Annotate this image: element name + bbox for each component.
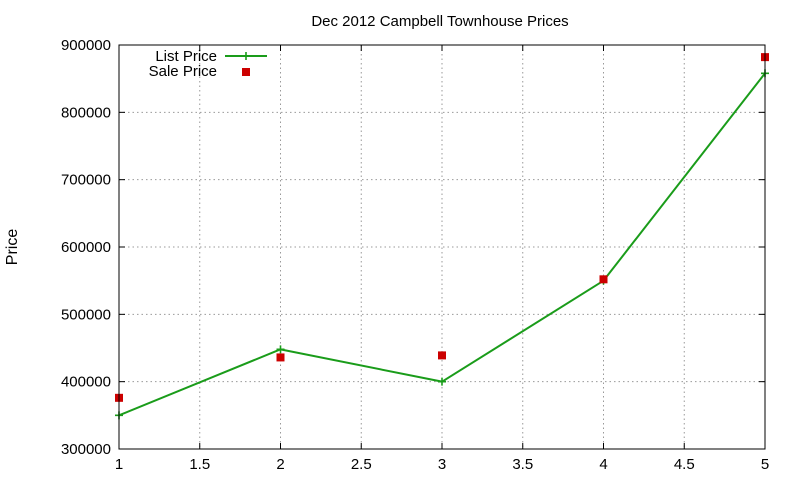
x-tick-label: 2.5 xyxy=(351,456,372,473)
list-price-point xyxy=(276,345,285,354)
sale-price-point xyxy=(438,351,446,360)
sale-price-point xyxy=(276,353,285,362)
chart-title: Dec 2012 Campbell Townhouse Prices xyxy=(311,13,568,30)
y-tick-label: 600000 xyxy=(61,239,111,256)
y-tick-label: 300000 xyxy=(61,441,111,458)
list-price-point xyxy=(438,377,446,386)
ticks-layer: 1 1.5 2 2.5 3 3.5 4 4.5 5 300000 400000 500000 60000… xyxy=(61,37,769,473)
grid-layer xyxy=(119,45,765,449)
x-tick-label: 1 xyxy=(115,456,123,473)
y-tick-label: 400000 xyxy=(61,374,111,391)
y-axis-label: Price xyxy=(4,229,21,266)
legend-cross-list-price xyxy=(242,52,250,60)
y-tick-label: 500000 xyxy=(61,306,111,323)
legend-label-sale-price: Sale Price xyxy=(149,63,217,80)
legend: List Price Sale Price xyxy=(149,48,267,80)
x-tick-label: 5 xyxy=(761,456,769,473)
x-tick-label: 1.5 xyxy=(189,456,210,473)
y-tick-label: 900000 xyxy=(61,37,111,54)
legend-square-sale-price xyxy=(242,68,250,76)
x-tick-label: 4 xyxy=(599,456,607,473)
x-tick-label: 3 xyxy=(438,456,446,473)
plot-frame xyxy=(118,44,766,450)
x-tick-label: 4.5 xyxy=(674,456,695,473)
x-tick-label: 2 xyxy=(276,456,284,473)
y-tick-label: 800000 xyxy=(61,104,111,121)
legend-label-list-price: List Price xyxy=(155,48,217,65)
x-tick-label: 3.5 xyxy=(512,456,533,473)
sale-price-point xyxy=(599,275,608,284)
y-tick-label: 700000 xyxy=(61,172,111,189)
